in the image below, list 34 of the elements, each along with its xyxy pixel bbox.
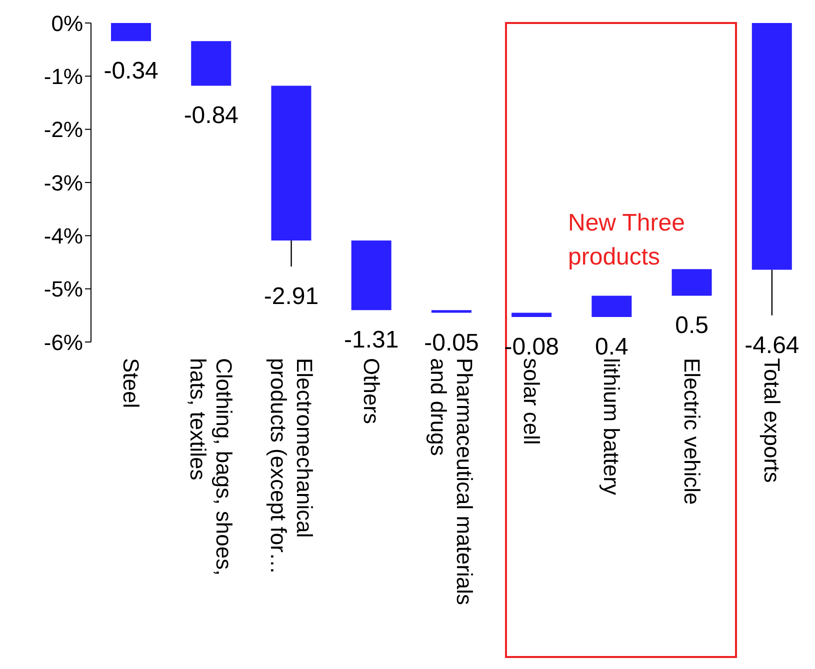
data-label: -4.64 bbox=[744, 332, 800, 359]
bar bbox=[271, 86, 312, 240]
y-tick-label: 0% bbox=[51, 10, 83, 36]
x-tick-label: Pharmaceutical materials and drugs bbox=[426, 358, 477, 605]
bar bbox=[191, 41, 232, 86]
data-label: -0.34 bbox=[104, 58, 158, 85]
y-tick-label: -3% bbox=[44, 170, 83, 196]
y-tick-label: -4% bbox=[44, 223, 83, 248]
bar bbox=[752, 23, 792, 270]
x-tick-label: Electromechanical products (except for… bbox=[266, 358, 317, 574]
x-tick-label: Electric vehicle bbox=[679, 358, 704, 505]
bar bbox=[512, 312, 552, 318]
x-tick-label: solar cell bbox=[519, 358, 544, 445]
data-label: 0.4 bbox=[595, 334, 628, 361]
x-tick-label: lithium battery bbox=[599, 358, 624, 495]
annotation: New Three products bbox=[568, 209, 685, 270]
y-tick-label: -6% bbox=[44, 330, 83, 355]
data-label: 0.5 bbox=[675, 312, 709, 340]
x-tick-label: Total exports bbox=[759, 358, 784, 483]
bar bbox=[592, 296, 632, 318]
data-label: -0.05 bbox=[424, 329, 479, 356]
data-label: -2.91 bbox=[264, 283, 319, 310]
bar bbox=[672, 269, 712, 296]
bar bbox=[431, 310, 472, 313]
y-tick-label: -2% bbox=[44, 117, 83, 142]
x-tick-label: Steel bbox=[118, 358, 144, 408]
data-label: -0.84 bbox=[184, 102, 239, 130]
data-label: -1.31 bbox=[344, 326, 399, 354]
y-tick-label: -5% bbox=[44, 276, 83, 302]
x-tick-label: Others bbox=[358, 358, 384, 424]
x-tick-label: Clothing, bags, shoes, hats, textiles bbox=[186, 358, 237, 576]
bar bbox=[111, 23, 151, 42]
bar bbox=[351, 240, 392, 310]
y-tick-label: -1% bbox=[44, 64, 83, 89]
